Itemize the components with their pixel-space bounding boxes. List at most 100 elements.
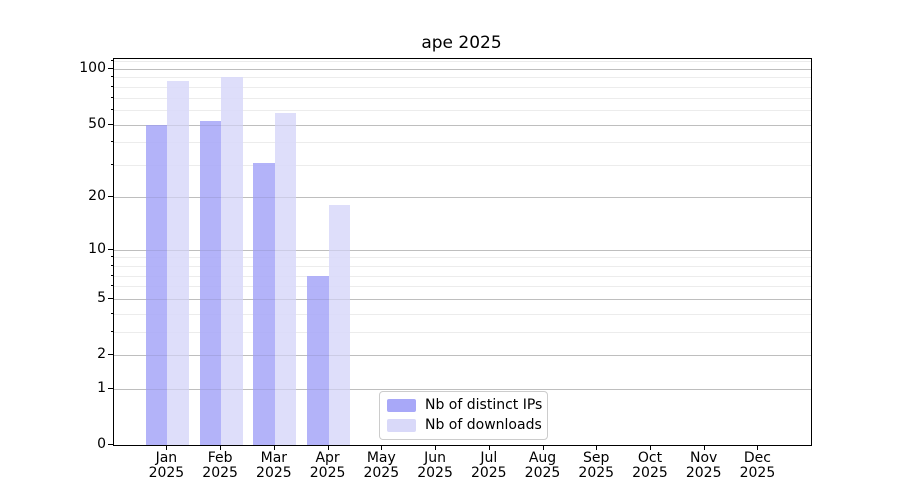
gridline-major <box>114 249 811 251</box>
gridline-minor <box>114 286 811 288</box>
x-tick-label: Mar 2025 <box>242 451 306 481</box>
x-tick-label: Jan 2025 <box>134 451 198 481</box>
y-tick-label: 100 <box>79 59 106 76</box>
gridline-major-overlay <box>114 249 811 251</box>
y-major-tick <box>108 248 113 250</box>
bar-downloads-jan <box>167 81 189 445</box>
y-minor-tick <box>111 256 113 258</box>
y-minor-tick <box>111 274 113 276</box>
y-tick-label: 2 <box>97 346 106 363</box>
bar-distinct-ips-mar <box>253 162 275 445</box>
legend-swatch-distinct-ips <box>387 398 416 412</box>
x-tick-month: May <box>366 450 396 466</box>
bar-distinct-ips-feb <box>199 121 222 445</box>
y-major-tick <box>108 354 113 356</box>
gridline-minor <box>114 109 811 111</box>
x-tick-year: 2025 <box>632 465 668 481</box>
y-minor-tick <box>111 96 113 98</box>
y-major-tick <box>108 195 113 197</box>
gridline-major-overlay <box>114 298 811 300</box>
y-minor-tick <box>111 85 113 87</box>
x-tick-month: Mar <box>260 450 288 466</box>
gridline-major <box>114 68 811 70</box>
x-tick-year: 2025 <box>256 465 292 481</box>
y-minor-tick <box>111 312 113 314</box>
legend-swatch-downloads <box>387 418 416 432</box>
x-tick-label: Nov 2025 <box>672 451 736 481</box>
x-tick-label: May 2025 <box>349 451 413 481</box>
x-tick <box>757 445 759 450</box>
legend-label-distinct-ips: Nb of distinct IPs <box>425 397 543 413</box>
bar-downloads-apr <box>328 205 351 445</box>
bar-distinct-ips-apr <box>307 275 329 445</box>
x-tick <box>435 445 437 450</box>
y-tick-label: 0 <box>97 436 106 452</box>
gridline-minor <box>114 257 811 259</box>
x-tick-label: Feb 2025 <box>188 451 252 481</box>
gridline-major <box>114 355 811 357</box>
x-tick-month: Jul <box>480 450 498 466</box>
legend-label-downloads: Nb of downloads <box>425 417 542 433</box>
gridline-major-overlay <box>114 355 811 357</box>
gridline-minor <box>114 97 811 99</box>
bar-downloads-feb <box>221 77 243 445</box>
gridline-minor <box>114 61 811 63</box>
x-tick-label: Jun 2025 <box>403 451 467 481</box>
gridline-major-overlay <box>114 388 811 390</box>
gridline-major-overlay <box>114 196 811 198</box>
x-tick-month: Dec <box>743 450 771 466</box>
y-minor-tick <box>111 285 113 287</box>
y-minor-tick <box>111 331 113 333</box>
y-major-tick <box>108 387 113 389</box>
y-tick-label: 5 <box>97 289 106 306</box>
x-tick-label: Sep 2025 <box>564 451 628 481</box>
x-tick-month: Oct <box>637 450 663 466</box>
x-tick <box>649 445 651 450</box>
gridline-minor <box>114 165 811 167</box>
x-tick <box>273 445 275 450</box>
gridline-minor <box>114 77 811 79</box>
y-minor-tick <box>111 76 113 78</box>
x-tick-label: Apr 2025 <box>296 451 360 481</box>
bar-downloads-mar <box>274 112 297 445</box>
y-tick-label: 20 <box>88 187 106 204</box>
x-tick <box>703 445 705 450</box>
y-major-tick <box>108 297 113 299</box>
y-major-tick <box>108 123 113 125</box>
y-minor-tick <box>111 164 113 166</box>
gridline-major <box>114 124 811 126</box>
x-tick <box>542 445 544 450</box>
y-major-tick <box>108 444 113 445</box>
legend-item-downloads: Nb of downloads <box>387 417 542 433</box>
x-tick-year: 2025 <box>202 465 238 481</box>
gridline-major <box>114 196 811 198</box>
x-tick-label: Oct 2025 <box>618 451 682 481</box>
x-tick-year: 2025 <box>309 465 346 481</box>
gridline-minor <box>114 332 811 334</box>
legend-item-distinct-ips: Nb of distinct IPs <box>387 397 543 413</box>
gridline-minor <box>114 275 811 277</box>
x-tick-year: 2025 <box>470 465 507 481</box>
x-tick-label: Jul 2025 <box>457 451 521 481</box>
x-tick <box>327 445 329 450</box>
x-tick-label: Aug 2025 <box>511 451 575 481</box>
gridline-minor <box>114 313 811 315</box>
x-tick-year: 2025 <box>739 465 776 481</box>
x-tick <box>596 445 598 450</box>
x-tick-month: Aug <box>528 450 557 466</box>
gridline-major <box>114 298 811 300</box>
x-tick-year: 2025 <box>578 465 615 481</box>
x-tick <box>381 445 383 450</box>
x-tick <box>220 445 222 450</box>
gridline-major-overlay <box>114 68 811 70</box>
y-minor-tick <box>111 60 113 62</box>
x-tick-year: 2025 <box>417 465 453 481</box>
y-tick-label: 10 <box>88 240 106 257</box>
gridline-minor <box>114 142 811 144</box>
x-tick-year: 2025 <box>363 465 400 481</box>
bar-distinct-ips-jan <box>145 124 168 445</box>
x-tick-month: Jan <box>155 450 178 466</box>
x-tick-month: Nov <box>690 450 718 466</box>
x-tick-month: Sep <box>583 450 610 466</box>
